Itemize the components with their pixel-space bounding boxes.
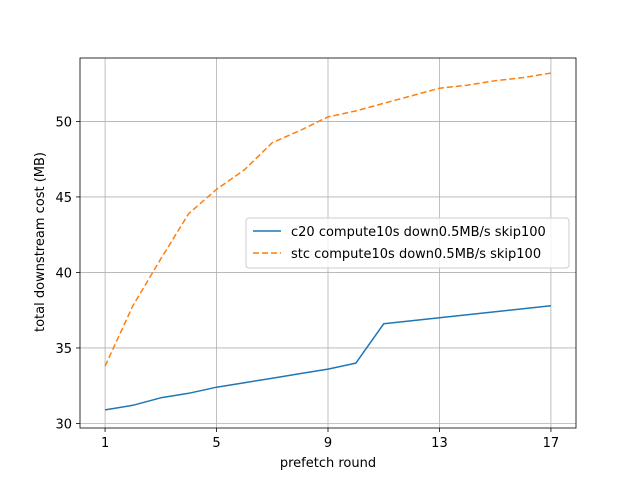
legend-label-stc: stc compute10s down0.5MB/s skip100 — [291, 247, 541, 262]
y-tick-label: 50 — [55, 115, 72, 130]
series-layer — [104, 72, 552, 411]
x-tick-label: 5 — [212, 436, 220, 451]
x-axis: 1 5 9 13 17 — [101, 428, 559, 451]
x-tick-label: 13 — [431, 436, 448, 451]
x-tick-label: 17 — [543, 436, 560, 451]
x-axis-label: prefetch round — [280, 456, 376, 471]
y-tick-label: 40 — [55, 266, 72, 281]
legend: c20 compute10s down0.5MB/s skip100 stc c… — [245, 217, 570, 269]
x-tick-label: 9 — [324, 436, 332, 451]
series-line-0 — [104, 304, 551, 411]
legend-label-c20: c20 compute10s down0.5MB/s skip100 — [291, 225, 546, 240]
y-axis-label: total downstream cost (MB) — [33, 152, 48, 332]
legend-box — [245, 217, 570, 269]
y-tick-label: 45 — [55, 191, 72, 206]
x-tick-label: 1 — [101, 436, 109, 451]
y-axis: 30 35 40 45 50 — [55, 115, 80, 432]
series-line-1 — [104, 72, 552, 367]
y-tick-label: 35 — [55, 342, 72, 357]
y-tick-label: 30 — [55, 417, 72, 432]
